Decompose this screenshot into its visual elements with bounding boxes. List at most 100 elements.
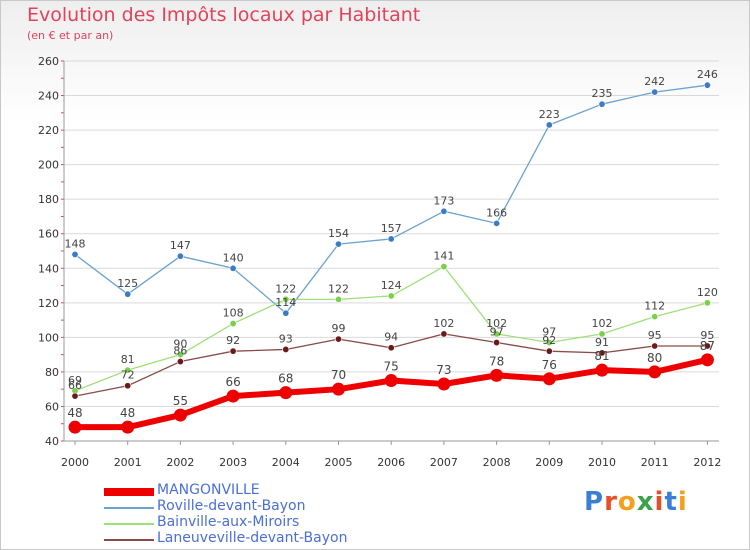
- data-label-laneuveville-devant-bayon: 91: [595, 336, 609, 349]
- data-label-laneuveville-devant-bayon: 97: [490, 326, 504, 339]
- data-point-roville-devant-bayon: [282, 309, 290, 317]
- data-point-bainville-aux-miroirs: [124, 366, 132, 374]
- data-label-mangonville: 48: [120, 406, 135, 420]
- legend-swatch: [104, 488, 154, 496]
- y-tick-label: 120: [38, 297, 59, 310]
- data-point-laneuveville-devant-bayon: [651, 342, 659, 350]
- data-point-bainville-aux-miroirs: [703, 299, 711, 307]
- data-label-bainville-aux-miroirs: 141: [433, 250, 454, 263]
- data-label-roville-devant-bayon: 235: [592, 87, 613, 100]
- data-point-roville-devant-bayon: [545, 121, 553, 129]
- data-label-laneuveville-devant-bayon: 93: [279, 332, 293, 345]
- series-lines: [68, 81, 714, 434]
- legend-swatch: [104, 523, 154, 525]
- data-label-bainville-aux-miroirs: 69: [68, 374, 82, 387]
- y-tick-label: 260: [38, 55, 59, 68]
- data-label-bainville-aux-miroirs: 108: [223, 307, 244, 320]
- data-point-roville-devant-bayon: [229, 264, 237, 272]
- x-tick-label: 2004: [272, 456, 300, 469]
- x-tick-label: 2000: [61, 456, 89, 469]
- data-point-mangonville: [542, 372, 556, 386]
- data-label-roville-devant-bayon: 242: [644, 75, 665, 88]
- x-tick-label: 2005: [325, 456, 353, 469]
- data-label-laneuveville-devant-bayon: 102: [433, 317, 454, 330]
- data-label-bainville-aux-miroirs: 90: [173, 338, 187, 351]
- data-label-laneuveville-devant-bayon: 72: [121, 369, 135, 382]
- data-point-bainville-aux-miroirs: [387, 292, 395, 300]
- chart-subtitle: (en € et par an): [27, 29, 114, 42]
- data-labels: 148 125 147 140 114 154 157 173 166 223 235 242 246 6…: [65, 68, 718, 420]
- data-label-laneuveville-devant-bayon: 66: [68, 379, 82, 392]
- data-label-roville-devant-bayon: 140: [223, 251, 244, 264]
- x-tick-label: 2001: [114, 456, 142, 469]
- data-label-mangonville: 76: [542, 358, 557, 372]
- y-tick-label: 160: [38, 228, 59, 241]
- data-label-bainville-aux-miroirs: 120: [697, 286, 718, 299]
- data-point-laneuveville-devant-bayon: [334, 335, 342, 343]
- data-label-laneuveville-devant-bayon: 92: [226, 334, 240, 347]
- legend-label: Laneuveville-devant-Bayon: [157, 530, 348, 546]
- data-label-roville-devant-bayon: 147: [170, 239, 191, 252]
- chart-title: Evolution des Impôts locaux par Habitant: [27, 4, 421, 26]
- axes: 40 60 80 100 120 140 160 180 200 220 240 260 2000 200…: [38, 55, 721, 469]
- data-point-laneuveville-devant-bayon: [71, 392, 79, 400]
- data-label-bainville-aux-miroirs: 124: [381, 279, 402, 292]
- data-label-bainville-aux-miroirs: 81: [121, 353, 135, 366]
- data-point-bainville-aux-miroirs: [440, 263, 448, 271]
- data-label-mangonville: 73: [436, 363, 451, 377]
- data-label-bainville-aux-miroirs: 122: [275, 282, 296, 295]
- data-label-bainville-aux-miroirs: 112: [644, 300, 665, 313]
- x-tick-label: 2011: [641, 456, 669, 469]
- y-tick-label: 140: [38, 262, 59, 275]
- y-tick-label: 40: [45, 435, 59, 448]
- legend-label: MANGONVILLE: [157, 482, 260, 498]
- data-label-roville-devant-bayon: 173: [433, 194, 454, 207]
- data-point-bainville-aux-miroirs: [229, 320, 237, 328]
- data-point-mangonville: [173, 408, 187, 422]
- y-tick-label: 240: [38, 90, 59, 103]
- data-label-roville-devant-bayon: 157: [381, 222, 402, 235]
- data-point-laneuveville-devant-bayon: [703, 342, 711, 350]
- data-point-mangonville: [121, 420, 135, 434]
- data-point-roville-devant-bayon: [124, 290, 132, 298]
- data-point-laneuveville-devant-bayon: [176, 358, 184, 366]
- legend-swatch: [104, 507, 154, 509]
- data-label-bainville-aux-miroirs: 102: [486, 317, 507, 330]
- y-tick-label: 220: [38, 124, 59, 137]
- data-label-mangonville: 70: [331, 368, 346, 382]
- legend-label: Roville-devant-Bayon: [157, 498, 306, 514]
- data-label-laneuveville-devant-bayon: 95: [648, 329, 662, 342]
- data-label-laneuveville-devant-bayon: 86: [173, 345, 187, 358]
- grid-lines: [64, 60, 719, 442]
- y-tick-label: 100: [38, 331, 59, 344]
- data-point-mangonville: [332, 382, 345, 396]
- data-point-laneuveville-devant-bayon: [229, 347, 237, 355]
- data-point-mangonville: [68, 420, 82, 434]
- data-point-bainville-aux-miroirs: [176, 351, 184, 359]
- x-tick-label: 2007: [430, 456, 458, 469]
- data-label-mangonville: 68: [278, 372, 293, 386]
- data-label-bainville-aux-miroirs: 97: [542, 326, 556, 339]
- x-tick-label: 2002: [166, 456, 194, 469]
- data-label-laneuveville-devant-bayon: 99: [332, 322, 346, 335]
- data-point-roville-devant-bayon: [71, 250, 79, 258]
- data-point-mangonville: [490, 368, 504, 382]
- data-point-roville-devant-bayon: [387, 235, 395, 243]
- data-point-bainville-aux-miroirs: [545, 339, 553, 347]
- data-label-mangonville: 66: [225, 375, 240, 389]
- data-label-roville-devant-bayon: 114: [275, 296, 296, 309]
- data-point-bainville-aux-miroirs: [598, 330, 606, 338]
- data-point-roville-devant-bayon: [598, 100, 606, 108]
- data-point-roville-devant-bayon: [651, 88, 659, 96]
- data-label-mangonville: 87: [700, 339, 715, 353]
- data-point-mangonville: [279, 386, 293, 400]
- data-point-mangonville: [437, 377, 451, 391]
- data-point-bainville-aux-miroirs: [282, 295, 290, 303]
- x-tick-label: 2012: [693, 456, 721, 469]
- data-label-roville-devant-bayon: 223: [539, 108, 560, 121]
- data-point-mangonville: [384, 374, 398, 388]
- data-label-laneuveville-devant-bayon: 94: [384, 331, 398, 344]
- data-label-bainville-aux-miroirs: 122: [328, 282, 349, 295]
- proxiti-logo: Proxiti: [584, 487, 688, 517]
